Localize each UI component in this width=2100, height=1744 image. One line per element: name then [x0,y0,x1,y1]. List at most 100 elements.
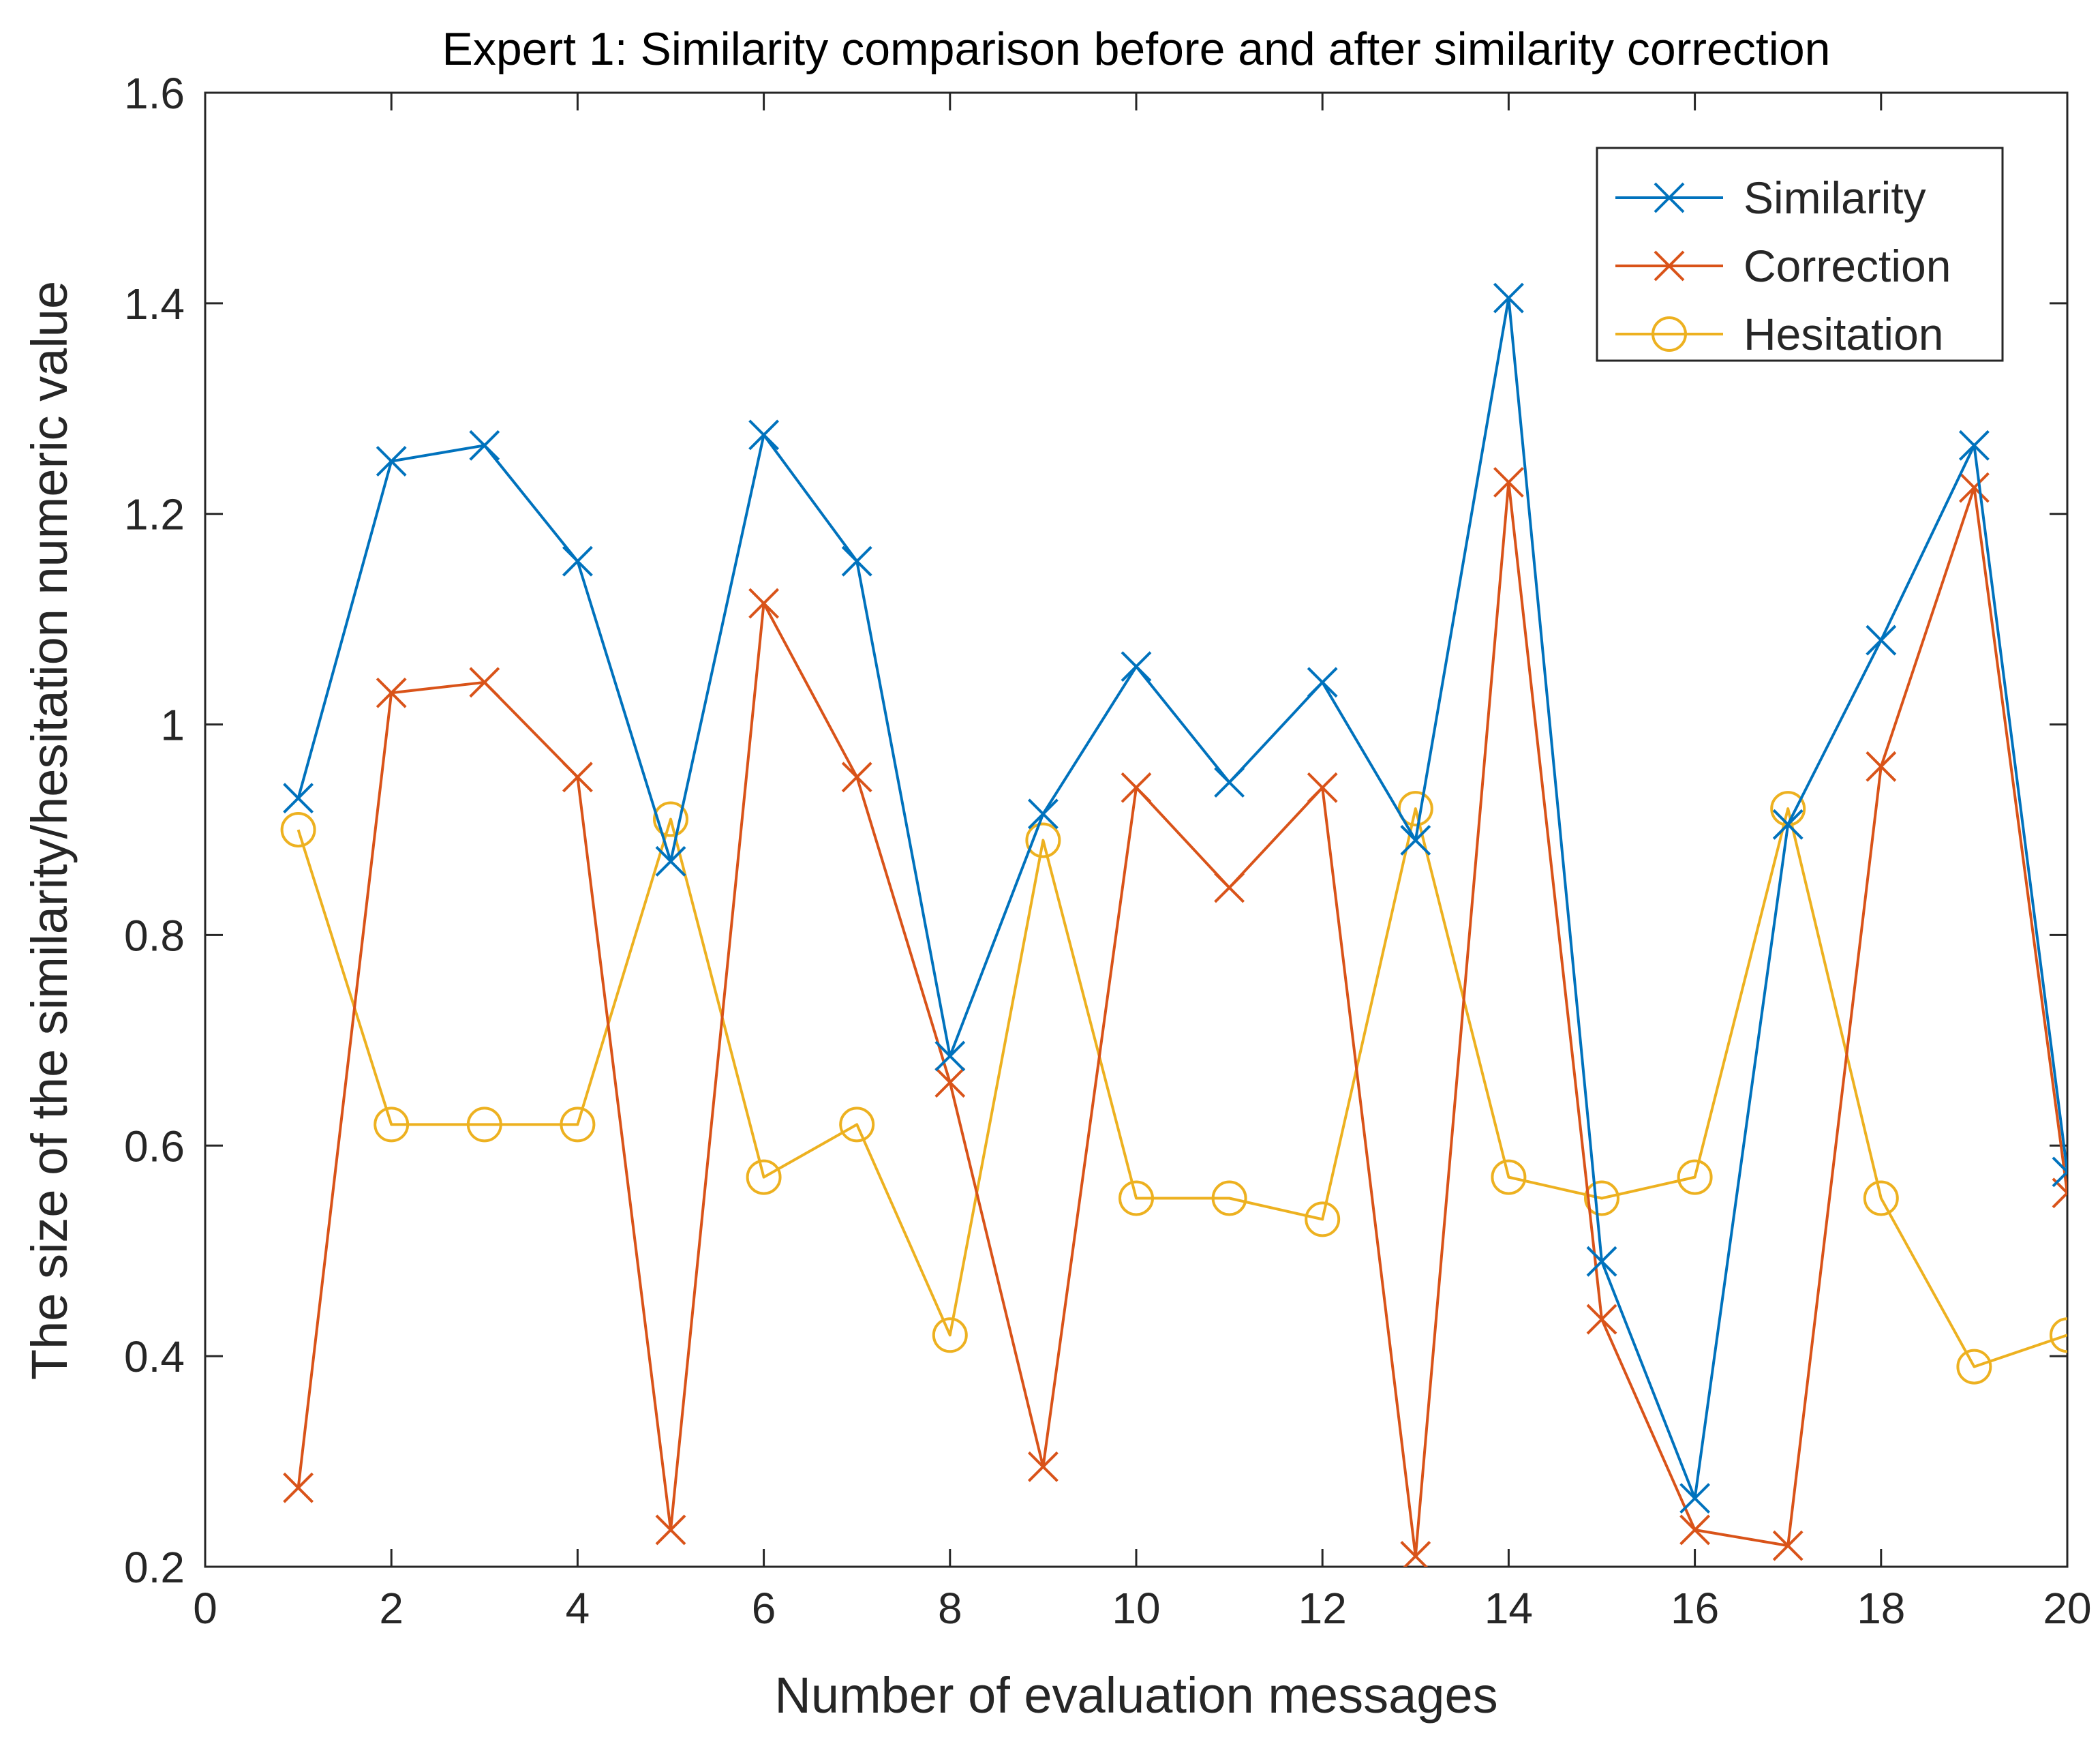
series-line-hesitation [296,807,2067,1368]
data-point-similarity [1400,825,1431,856]
data-point-correction [1679,1514,1711,1546]
data-point-correction-stroke-b [469,667,500,698]
data-point-correction-stroke-b [562,762,593,793]
y-tick-label: 1.6 [124,69,185,118]
data-point-similarity-stroke-b [1400,825,1431,856]
data-point-hesitation [1025,822,1061,858]
data-point-correction-stroke-a [2052,1177,2067,1195]
data-point-correction-stroke-b [2052,1190,2067,1209]
data-point-similarity [748,419,780,451]
data-point-correction-stroke-b [748,588,780,619]
data-point-correction-stroke-b [1679,1514,1711,1546]
data-point-hesitation [374,1107,410,1143]
x-tick-label: 12 [1298,1584,1347,1633]
data-point-similarity [1121,651,1152,682]
data-point-similarity-stroke-b [469,430,500,461]
data-point-hesitation [746,1159,782,1195]
data-point-similarity [1866,625,1897,656]
data-point-correction-stroke-b [1403,1541,1431,1567]
legend-label-correction: Correction [1744,241,1951,291]
data-point-similarity-stroke-b [2052,1170,2067,1188]
y-tick-label: 0.2 [124,1543,185,1592]
legend-marker-hesitation [1652,316,1687,352]
legend-marker-similarity [1654,182,1685,213]
data-point-correction [1586,1304,1617,1335]
data-point-similarity [1772,809,1804,840]
data-point-correction [1027,1451,1059,1482]
data-point-correction [655,1514,686,1546]
data-point-correction [934,1067,966,1098]
data-point-similarity-stroke-b [283,783,314,814]
y-tick-label: 1.2 [124,490,185,539]
data-point-similarity [1679,1483,1711,1514]
data-point-correction-stroke-b [1027,1451,1059,1482]
data-point-similarity [562,545,593,577]
data-point-correction-stroke-b [841,762,872,793]
y-tick-label: 1 [160,701,185,750]
legend-item-similarity: Similarity [1615,172,1926,223]
data-point-hesitation [1211,1180,1247,1216]
legend: Similarity Correction Hesitation [1596,147,2004,362]
data-point-similarity-stroke-b [562,545,593,577]
data-point-hesitation [1119,1180,1154,1216]
data-point-correction [1866,751,1897,782]
data-point-similarity [376,446,407,477]
data-point-correction [562,762,593,793]
x-tick-label: 10 [1112,1584,1160,1633]
y-axis-label: The size of the similarity/hesitation nu… [21,281,78,1380]
data-point-similarity [934,1040,966,1072]
data-point-similarity-stroke-b [1958,430,1990,461]
data-point-similarity [1493,282,1524,314]
data-point-similarity [655,845,686,877]
x-tick-label: 0 [193,1584,217,1633]
series-line-correction [296,481,2067,1558]
data-point-correction [1493,466,1524,498]
data-point-similarity-stroke-b [1307,667,1338,698]
data-point-similarity-stroke-a [2052,1156,2067,1174]
chart-title: Expert 1: Similarity comparison before a… [442,23,1831,75]
data-point-similarity-stroke-b [1493,282,1524,314]
y-tick-label: 0.6 [124,1122,185,1171]
series-line-similarity [296,297,2067,1500]
data-point-similarity-stroke-b [1772,809,1804,840]
data-point-similarity-stroke-b [1214,767,1245,798]
data-point-similarity-stroke-b [1866,625,1897,656]
data-point-hesitation [1677,1159,1713,1195]
data-point-correction [376,677,407,708]
data-point-similarity [1214,767,1245,798]
data-point-similarity [2052,1156,2067,1188]
x-tick-label: 8 [938,1584,962,1633]
data-point-correction [748,588,780,619]
data-point-correction [841,762,872,793]
data-point-correction [1772,1530,1804,1561]
data-point-correction-stroke-b [283,1472,314,1503]
data-point-similarity-stroke-b [1027,798,1059,830]
data-point-similarity-stroke-b [1586,1246,1617,1277]
legend-marker-correction-stroke-b [1654,250,1685,282]
data-point-similarity [1958,430,1990,461]
y-tick-label: 1.4 [124,280,185,329]
data-point-hesitation [1584,1180,1619,1216]
legend-marker-correction [1654,250,1685,282]
legend-item-correction: Correction [1615,241,1951,291]
data-point-correction-stroke-b [655,1514,686,1546]
data-point-hesitation [1397,791,1433,827]
data-point-correction [1400,1541,1431,1567]
data-point-hesitation [560,1107,596,1143]
data-point-correction-stroke-b [934,1067,966,1098]
data-point-hesitation [466,1107,502,1143]
x-tick-label: 2 [379,1584,404,1633]
data-point-correction [283,1472,314,1503]
data-point-correction [1958,472,1990,503]
legend-marker-similarity-stroke-b [1654,182,1685,213]
data-point-similarity [1027,798,1059,830]
x-axis-label: Number of evaluation messages [774,1667,1497,1724]
legend-item-hesitation: Hesitation [1615,309,1944,359]
data-point-hesitation [1956,1349,1992,1385]
data-point-correction-stroke-b [1214,872,1245,903]
x-tick-label: 14 [1485,1584,1533,1633]
y-tick-label: 0.8 [124,911,185,960]
data-point-hesitation [839,1107,875,1143]
